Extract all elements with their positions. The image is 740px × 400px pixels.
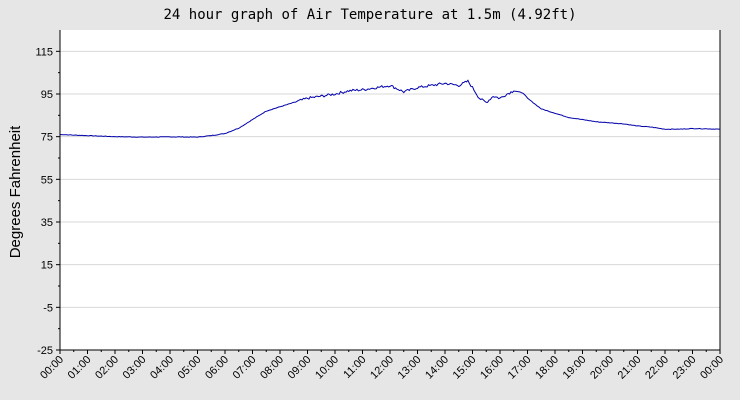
axes: [56, 30, 721, 354]
y-tick-label: 75: [41, 132, 53, 144]
y-tick-label: 35: [41, 217, 53, 229]
chart-title: 24 hour graph of Air Temperature at 1.5m…: [163, 7, 576, 23]
y-tick-label: 95: [41, 89, 53, 101]
plot-area: [60, 30, 720, 350]
y-tick-label: 15: [41, 260, 53, 272]
y-tick-label: 55: [41, 174, 53, 186]
y-tick-label: -5: [43, 302, 53, 314]
y-tick-label: 115: [35, 46, 53, 58]
series-line-air-temperature: [59, 79, 721, 138]
y-tick-labels: 115 95 75 55 35 15 -5 -25: [35, 46, 53, 357]
y-tick-label: -25: [37, 345, 53, 357]
y-axis-title: Degrees Fahrenheit: [7, 125, 24, 258]
series-layer: [59, 79, 721, 138]
